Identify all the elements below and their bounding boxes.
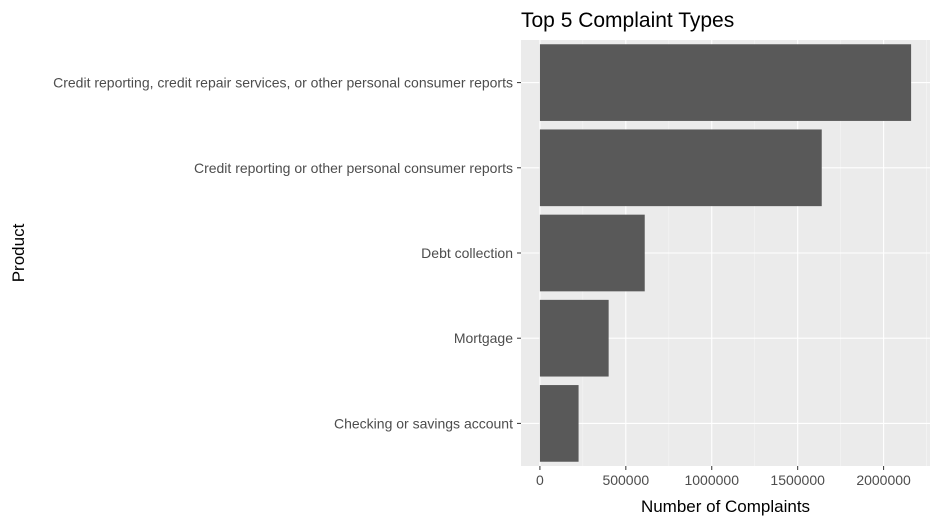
x-axis: 0 500000 1000000 1500000 2000000 xyxy=(536,466,911,488)
y-tick-label: Credit reporting or other personal consu… xyxy=(194,160,513,176)
x-tick-label: 1500000 xyxy=(770,472,825,488)
y-tick-label: Checking or savings account xyxy=(334,415,513,431)
y-tick-label: Debt collection xyxy=(421,245,513,261)
y-tick-label: Mortgage xyxy=(454,330,513,346)
y-tick-label: Credit reporting, credit repair services… xyxy=(53,75,513,91)
x-tick-label: 1000000 xyxy=(684,472,739,488)
y-axis-title: Product xyxy=(9,223,28,282)
x-axis-title: Number of Complaints xyxy=(641,497,810,516)
bars xyxy=(539,44,912,462)
bar xyxy=(539,214,645,292)
bar xyxy=(539,129,822,207)
bar xyxy=(539,299,609,377)
x-tick-label: 2000000 xyxy=(856,472,911,488)
x-tick-label: 500000 xyxy=(602,472,649,488)
bar xyxy=(539,385,579,462)
y-axis: Credit reporting, credit repair services… xyxy=(53,75,521,431)
bar xyxy=(539,44,912,121)
chart-title: Top 5 Complaint Types xyxy=(521,9,734,32)
x-tick-label: 0 xyxy=(536,472,544,488)
